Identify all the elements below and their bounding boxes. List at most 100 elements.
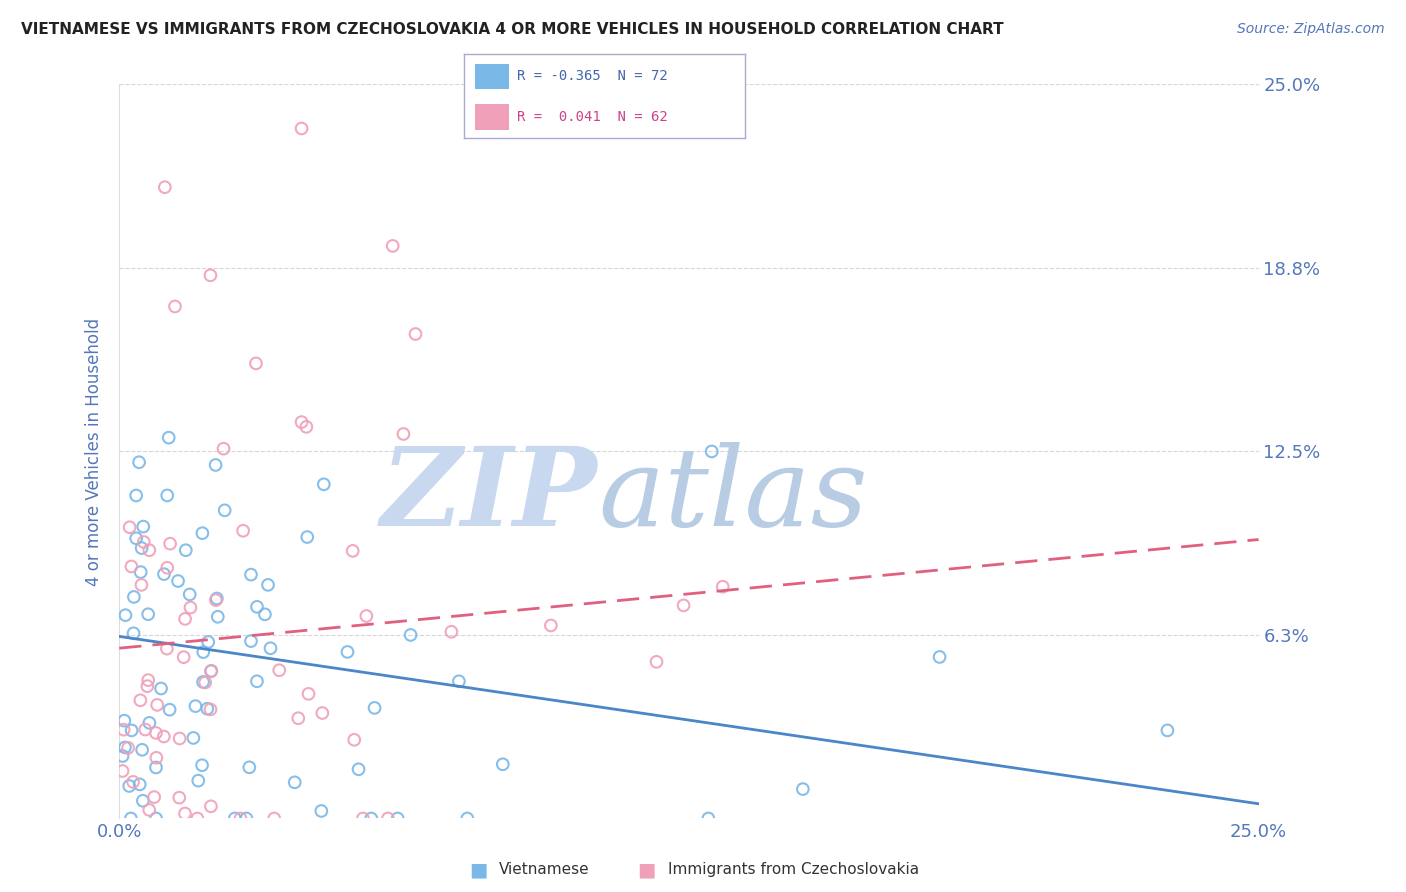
Point [356,609,378,624]
Point [174,543,197,558]
Point [392,427,415,442]
Point [290,415,312,429]
Point [297,530,319,544]
Point [146,698,169,712]
Point [125,488,148,502]
Point [297,687,319,701]
Point [214,503,236,517]
Point [174,806,197,821]
Point [120,812,142,826]
Point [200,799,222,814]
Point [114,608,136,623]
Point [131,541,153,555]
Point [212,442,235,456]
Point [381,239,404,253]
Point [191,675,214,690]
Text: atlas: atlas [598,442,868,549]
Point [159,536,181,550]
Point [246,674,269,689]
Point [1156,723,1178,738]
Point [186,812,208,826]
Point [311,706,333,720]
Point [284,775,307,789]
Point [204,593,226,607]
Point [399,628,422,642]
Point [263,812,285,826]
Point [136,673,159,687]
Point [697,812,720,826]
Point [700,444,723,458]
Point [792,782,814,797]
Point [295,420,318,434]
Text: Source: ZipAtlas.com: Source: ZipAtlas.com [1237,22,1385,37]
Point [173,650,195,665]
Point [138,543,160,558]
Point [111,749,134,764]
Point [169,731,191,746]
Point [347,762,370,776]
Point [145,726,167,740]
Point [312,477,335,491]
Point [179,587,201,601]
Point [132,519,155,533]
Point [191,526,214,541]
Point [200,665,222,679]
Point [159,703,181,717]
Point [131,578,153,592]
Point [928,650,950,665]
Point [136,607,159,622]
Point [187,773,209,788]
Point [194,675,217,690]
Point [245,356,267,370]
Point [204,458,226,472]
Point [360,812,382,826]
Point [343,732,366,747]
Point [191,758,214,772]
Text: R = -0.365  N = 72: R = -0.365 N = 72 [517,70,668,83]
Point [352,812,374,826]
Point [259,641,281,656]
Point [128,777,150,791]
Point [224,812,246,826]
Point [246,599,269,614]
Point [122,626,145,640]
Bar [475,104,509,130]
Text: ■: ■ [637,860,657,880]
Point [118,779,141,793]
Point [163,300,186,314]
Point [131,743,153,757]
Point [157,431,180,445]
Text: VIETNAMESE VS IMMIGRANTS FROM CZECHOSLOVAKIA 4 OR MORE VEHICLES IN HOUSEHOLD COR: VIETNAMESE VS IMMIGRANTS FROM CZECHOSLOV… [21,22,1004,37]
Point [200,664,222,678]
Point [238,760,260,774]
Point [193,645,215,659]
Point [112,714,135,728]
Point [153,180,176,194]
Point [145,812,167,826]
Point [253,607,276,622]
Point [132,535,155,549]
Point [117,740,139,755]
Point [129,565,152,579]
Point [138,715,160,730]
Point [128,455,150,469]
Point [156,560,179,574]
Point [311,804,333,818]
Point [136,679,159,693]
Point [440,624,463,639]
Point [174,612,197,626]
Point [456,812,478,826]
Text: ZIP: ZIP [381,442,598,549]
Bar [475,63,509,89]
Point [336,645,359,659]
Point [240,567,263,582]
Point [122,775,145,789]
Point [232,524,254,538]
Point [150,681,173,696]
Point [645,655,668,669]
Point [121,723,143,738]
Point [114,740,136,755]
Point [179,600,201,615]
Point [387,812,409,826]
Point [200,268,222,283]
